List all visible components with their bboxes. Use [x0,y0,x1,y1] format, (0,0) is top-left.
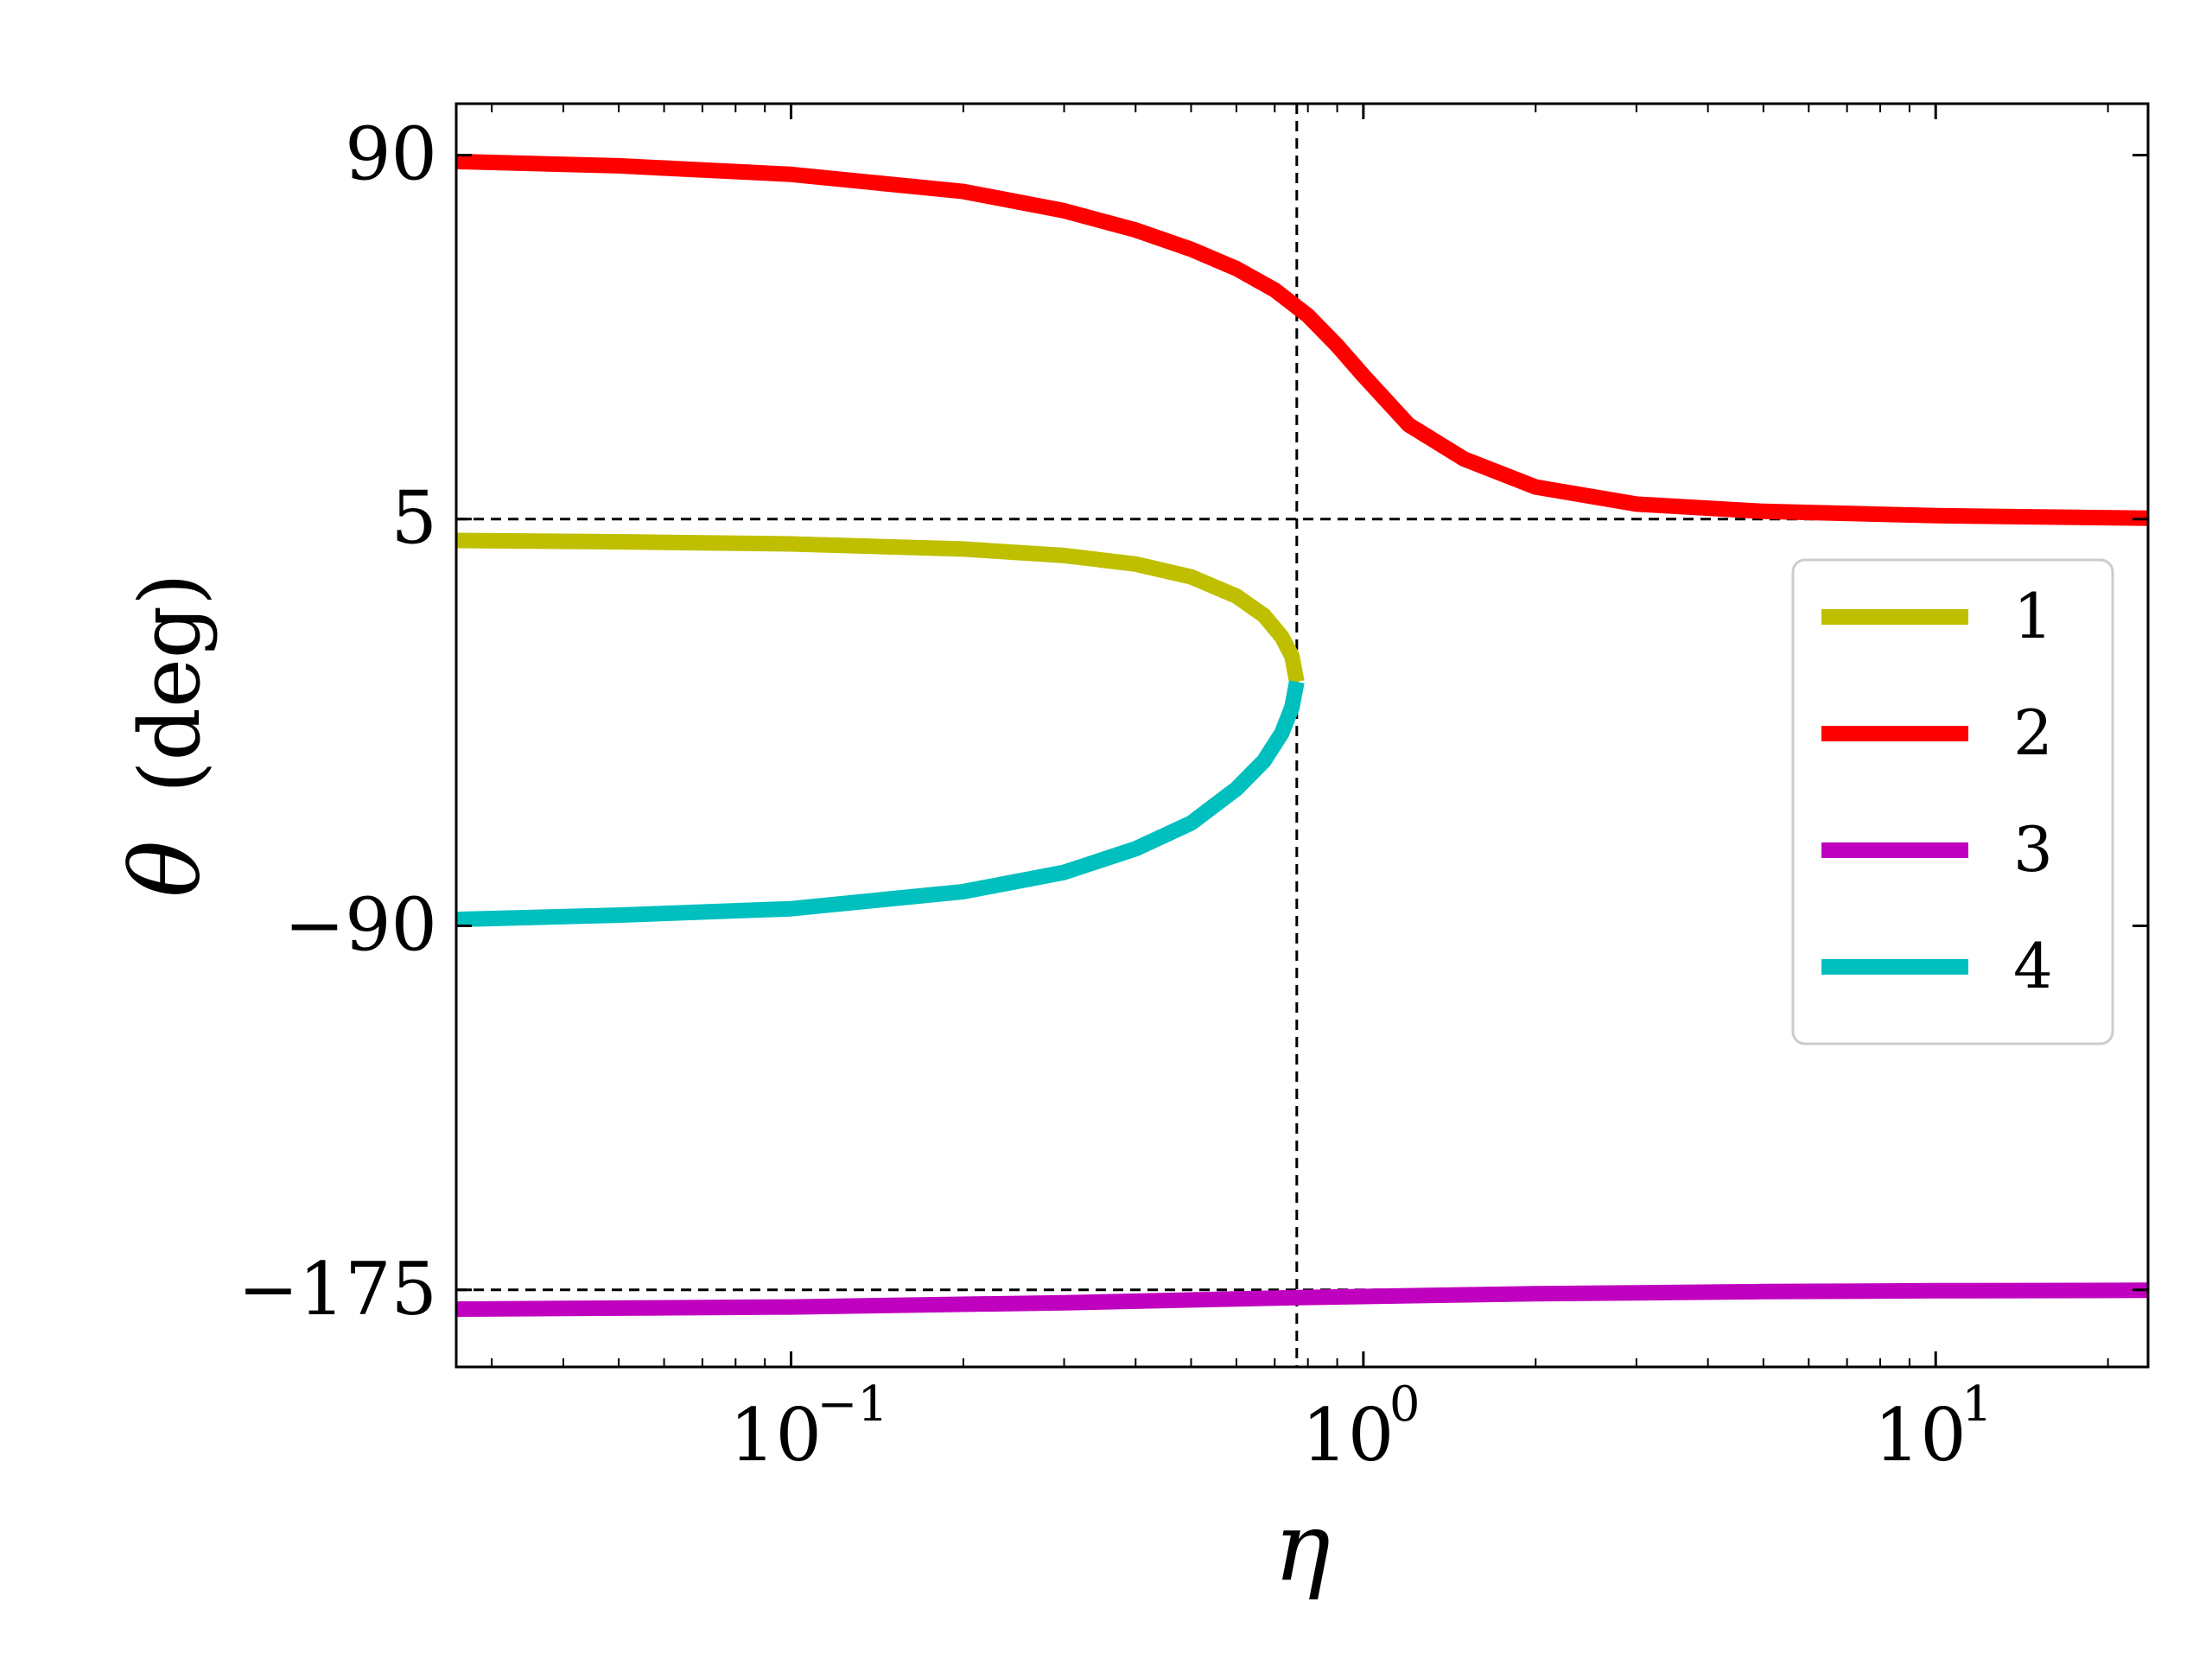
x-tick-exponent-2: 1 [1961,1376,1993,1433]
legend-label-1: 1 [2013,580,2053,652]
x-tick-label-1: 10 [1301,1393,1394,1478]
legend-label-3: 3 [2013,813,2053,886]
y-tick-label-2: −90 [284,883,437,968]
legend-label-2: 2 [2013,696,2053,769]
legend-label-4: 4 [2013,930,2053,1002]
series-line-1 [455,532,1305,683]
y-axis-label-symbol: θ [111,840,221,897]
legend-items: 1 2 3 4 [1821,580,2053,1002]
x-tick-label-0: 10 [729,1393,822,1478]
x-tick-label-2: 10 [1874,1393,1967,1478]
y-axis-label-unit: (deg) [122,573,219,793]
plot-frame [454,102,2150,1369]
x-tick-exponent-0: −1 [817,1376,888,1433]
y-tick-label-3: −175 [238,1247,437,1332]
legend: 1 2 3 4 [1791,558,2114,1046]
series-line-2 [455,153,2149,526]
x-axis-label: η [1274,1491,1331,1602]
series-line-3 [455,1282,2149,1318]
legend-box [1791,558,2114,1046]
series-layer [455,153,2149,1318]
y-tick-label-0: 90 [345,111,437,196]
y-tick-label-1: 5 [391,476,437,561]
x-tick-exponent-1: 0 [1389,1376,1421,1433]
series-line-4 [455,680,1305,928]
svg-text:θ (deg): θ (deg) [111,573,221,897]
y-axis-label: θ (deg) [111,573,221,897]
